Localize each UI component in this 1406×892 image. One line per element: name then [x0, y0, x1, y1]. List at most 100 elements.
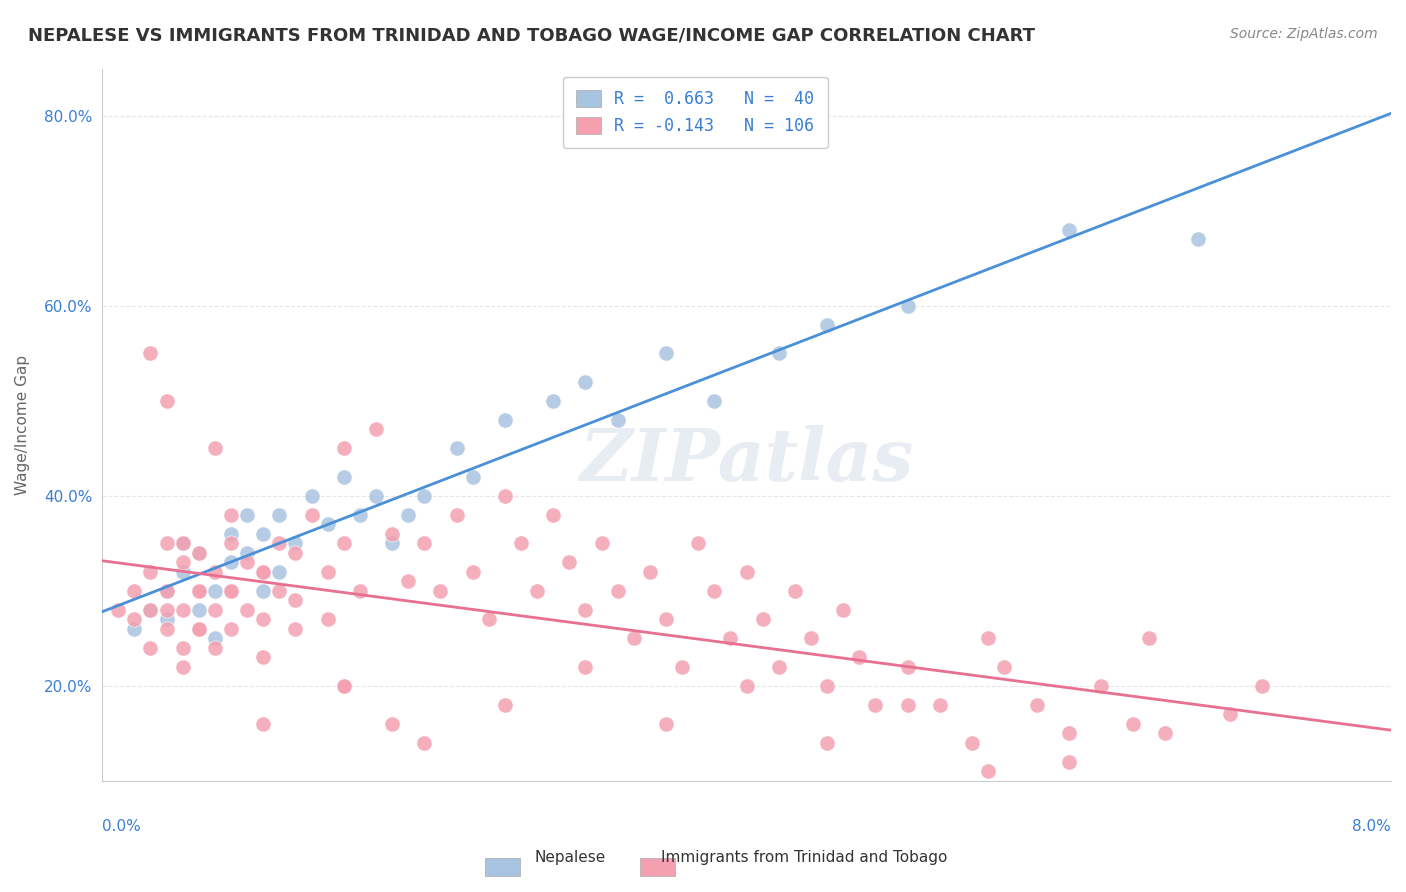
- Point: [204, 640, 226, 655]
- Point: [768, 660, 790, 674]
- Point: [252, 650, 274, 665]
- Text: 8.0%: 8.0%: [1353, 819, 1391, 834]
- Point: [688, 536, 710, 550]
- Point: [187, 546, 209, 560]
- Point: [187, 583, 209, 598]
- Point: [429, 583, 451, 598]
- Text: 0.0%: 0.0%: [103, 819, 141, 834]
- Point: [172, 640, 194, 655]
- Point: [1219, 707, 1241, 722]
- Point: [252, 565, 274, 579]
- Point: [832, 603, 855, 617]
- Point: [606, 413, 628, 427]
- Point: [204, 442, 226, 456]
- Point: [413, 489, 436, 503]
- Point: [461, 470, 484, 484]
- Point: [139, 565, 162, 579]
- Point: [172, 536, 194, 550]
- Point: [703, 583, 725, 598]
- Point: [1137, 632, 1160, 646]
- Point: [333, 470, 356, 484]
- Point: [155, 583, 177, 598]
- Point: [172, 555, 194, 569]
- Point: [187, 603, 209, 617]
- Point: [897, 299, 920, 313]
- Point: [333, 536, 356, 550]
- Point: [541, 393, 564, 408]
- Point: [187, 583, 209, 598]
- Point: [413, 736, 436, 750]
- Point: [204, 565, 226, 579]
- Point: [1154, 726, 1177, 740]
- Point: [977, 632, 1000, 646]
- Point: [815, 679, 838, 693]
- Point: [187, 622, 209, 636]
- Point: [1057, 755, 1080, 769]
- Point: [219, 583, 242, 598]
- Point: [124, 622, 146, 636]
- Point: [172, 660, 194, 674]
- Point: [155, 393, 177, 408]
- Point: [461, 565, 484, 579]
- Point: [187, 546, 209, 560]
- Point: [155, 603, 177, 617]
- Point: [316, 517, 339, 532]
- Point: [865, 698, 887, 712]
- Point: [269, 583, 291, 598]
- Point: [333, 679, 356, 693]
- Point: [252, 526, 274, 541]
- Point: [768, 346, 790, 360]
- Point: [219, 526, 242, 541]
- Point: [252, 716, 274, 731]
- Point: [1187, 232, 1209, 246]
- Point: [381, 526, 404, 541]
- Point: [187, 622, 209, 636]
- Point: [574, 603, 596, 617]
- Point: [735, 565, 758, 579]
- Point: [655, 612, 678, 626]
- Point: [494, 413, 516, 427]
- Point: [155, 612, 177, 626]
- Point: [284, 593, 307, 607]
- Point: [219, 622, 242, 636]
- Point: [236, 546, 259, 560]
- Point: [269, 536, 291, 550]
- Point: [446, 508, 468, 522]
- Point: [574, 660, 596, 674]
- Point: [236, 508, 259, 522]
- Point: [252, 565, 274, 579]
- Point: [703, 393, 725, 408]
- Point: [735, 679, 758, 693]
- Point: [1122, 716, 1144, 731]
- Point: [284, 536, 307, 550]
- Point: [655, 346, 678, 360]
- Point: [269, 565, 291, 579]
- Point: [204, 632, 226, 646]
- Point: [381, 536, 404, 550]
- Point: [381, 716, 404, 731]
- Text: NEPALESE VS IMMIGRANTS FROM TRINIDAD AND TOBAGO WAGE/INCOME GAP CORRELATION CHAR: NEPALESE VS IMMIGRANTS FROM TRINIDAD AND…: [28, 27, 1035, 45]
- Point: [638, 565, 661, 579]
- Point: [897, 698, 920, 712]
- Point: [960, 736, 983, 750]
- Point: [1025, 698, 1047, 712]
- Point: [155, 536, 177, 550]
- Point: [155, 622, 177, 636]
- Point: [1251, 679, 1274, 693]
- Point: [928, 698, 950, 712]
- Point: [815, 318, 838, 332]
- Point: [139, 603, 162, 617]
- Point: [591, 536, 613, 550]
- Point: [219, 536, 242, 550]
- Point: [269, 508, 291, 522]
- Point: [172, 536, 194, 550]
- Point: [1057, 726, 1080, 740]
- Point: [364, 422, 387, 436]
- Point: [800, 632, 823, 646]
- Point: [526, 583, 548, 598]
- Point: [815, 736, 838, 750]
- Point: [396, 508, 419, 522]
- Point: [396, 574, 419, 589]
- Point: [204, 603, 226, 617]
- Point: [333, 442, 356, 456]
